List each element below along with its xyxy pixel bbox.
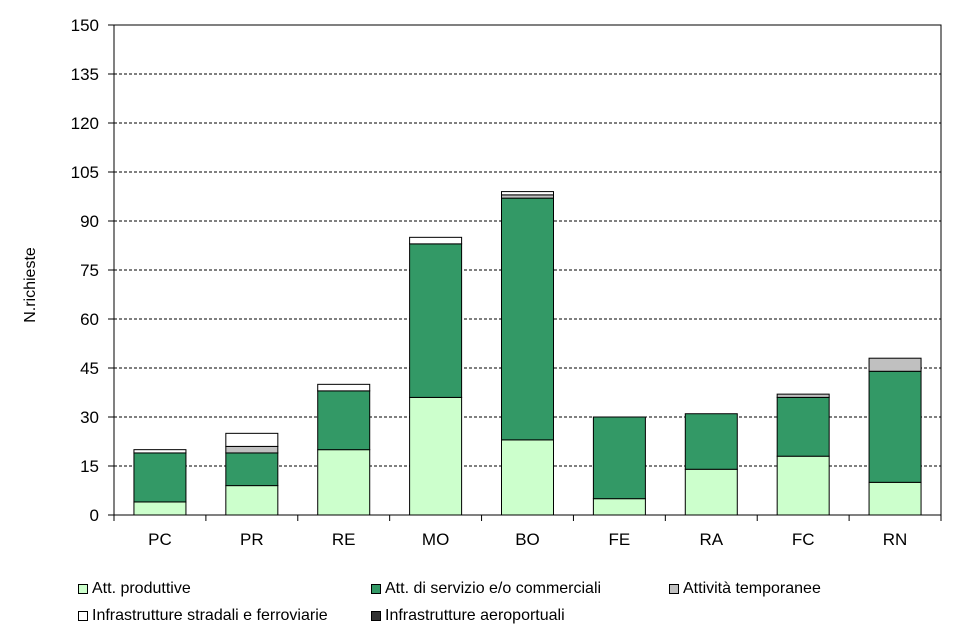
- y-tick-label: 60: [80, 310, 99, 329]
- x-tick-label-rn: RN: [883, 530, 908, 549]
- y-tick-label: 90: [80, 212, 99, 231]
- x-tick-label-mo: MO: [422, 530, 449, 549]
- y-tick-label: 105: [71, 163, 99, 182]
- y-tick-label: 0: [90, 506, 99, 525]
- bar-segment-bo-series-3: [501, 191, 554, 196]
- bar-segment-rn-series-1: [868, 370, 922, 483]
- y-tick-label: 120: [71, 114, 99, 133]
- x-tick-label-pc: PC: [148, 530, 172, 549]
- bar-segment-re-series-0: [317, 449, 371, 516]
- bar-segment-ra-series-1: [684, 413, 738, 470]
- bars: [133, 191, 922, 516]
- bar-segment-pr-series-0: [225, 485, 279, 516]
- bar-segment-rn-series-0: [868, 481, 922, 516]
- bar-segment-fc-series-2: [776, 393, 830, 398]
- y-axis: 0 15 30 45 60 75 90 105 120 135 150: [71, 16, 114, 525]
- bar-segment-re-series-3: [317, 383, 371, 392]
- bar-segment-bo-series-0: [501, 439, 554, 516]
- x-tick-label-fe: FE: [609, 530, 631, 549]
- x-tick-label-pr: PR: [240, 530, 264, 549]
- x-tick-label-re: RE: [332, 530, 356, 549]
- bar-segment-ra-series-0: [684, 468, 738, 516]
- y-tick-label: 75: [80, 261, 99, 280]
- bar-segment-fc-series-0: [776, 455, 830, 516]
- bar-segment-fe-series-1: [592, 416, 646, 500]
- bar-segment-pr-series-2: [225, 445, 279, 454]
- x-tick-label-ra: RA: [699, 530, 723, 549]
- bar-segment-mo-series-1: [409, 243, 463, 398]
- x-tick-label-fc: FC: [792, 530, 815, 549]
- bar-segment-pr-series-3: [225, 432, 279, 447]
- y-tick-label: 150: [71, 16, 99, 35]
- bar-segment-pc-series-3: [133, 449, 187, 454]
- x-axis: PC PR RE MO BO FE RA FC RN: [113, 515, 942, 549]
- bar-segment-pc-series-1: [133, 452, 187, 503]
- bar-segment-fe-series-0: [592, 498, 646, 516]
- bar-segment-rn-series-2: [868, 357, 922, 372]
- y-tick-label: 30: [80, 408, 99, 427]
- x-tick-label-bo: BO: [515, 530, 540, 549]
- y-axis-label: N.richieste: [22, 247, 39, 323]
- bar-segment-fc-series-1: [776, 396, 830, 457]
- bar-segment-bo-series-1: [501, 197, 554, 441]
- bar-segment-re-series-1: [317, 390, 371, 451]
- y-tick-label: 15: [80, 457, 99, 476]
- y-tick-label: 45: [80, 359, 99, 378]
- y-tick-label: 135: [71, 65, 99, 84]
- bar-segment-mo-series-3: [409, 236, 463, 245]
- bar-segment-pc-series-0: [133, 501, 187, 516]
- bar-segment-pr-series-1: [225, 452, 279, 487]
- bar-segment-mo-series-0: [409, 396, 463, 516]
